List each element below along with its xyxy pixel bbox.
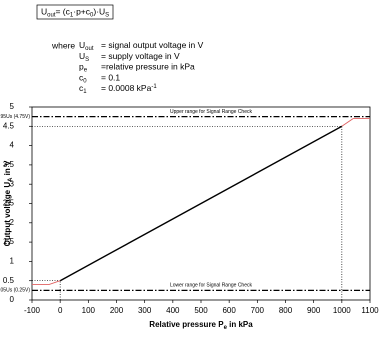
subscript: A xyxy=(8,177,14,182)
reference-label: Upper range for Signal Range Check xyxy=(170,109,252,115)
definition-symbol: US xyxy=(79,51,89,62)
definition: = signal output voltage in V xyxy=(101,40,204,50)
formula-box xyxy=(36,4,114,20)
where-label: where xyxy=(51,40,75,50)
definition-symbol: pe xyxy=(79,62,88,73)
subscript: S xyxy=(85,56,89,62)
subscript: 0 xyxy=(90,12,94,18)
series-line xyxy=(32,118,370,286)
x-tick-label: 200 xyxy=(110,306,124,315)
y-tick-label: 4 xyxy=(10,141,15,150)
label: Output voltage U xyxy=(3,182,12,247)
formula-part: = (c xyxy=(55,7,70,17)
definition: =relative pressure in kPa xyxy=(101,62,195,72)
y-axis-title: Output voltage UA in V xyxy=(3,160,13,246)
definition-symbol: Uout xyxy=(79,40,94,51)
x-tick-label: 100 xyxy=(82,306,96,315)
formula-part: U xyxy=(41,7,47,17)
x-tick-label: 900 xyxy=(307,306,321,315)
symbol: U xyxy=(79,40,85,50)
y-tick-label: 0.5 xyxy=(3,276,15,285)
symbol: c xyxy=(79,73,84,83)
x-tick-label: 1100 xyxy=(361,306,379,315)
definition: = supply voltage in V xyxy=(101,51,180,61)
x-tick-label: 0 xyxy=(58,306,63,315)
definition-symbol: c0 xyxy=(79,73,87,84)
definition-text: =relative pressure in kPa xyxy=(101,62,195,72)
subscript: 0 xyxy=(83,78,87,84)
superscript: -1 xyxy=(151,84,157,90)
definition-text: = supply voltage in V xyxy=(101,51,180,61)
definition-text: = 0.1 xyxy=(101,73,120,83)
definition-text: = 0.0008 kPa-1 xyxy=(101,83,157,93)
definition: = 0.1 xyxy=(101,73,120,83)
definition: = 0.0008 kPa xyxy=(101,83,152,93)
series-line xyxy=(59,125,343,282)
x-tick-label: -100 xyxy=(24,306,41,315)
subscript: 1 xyxy=(83,89,87,95)
y-tick-label: 5 xyxy=(10,102,15,111)
x-axis-title: Relative pressure Pe in kPa xyxy=(149,320,253,330)
formula-part: )·U xyxy=(93,7,105,17)
y-tick-label: 1 xyxy=(10,257,15,266)
reference-tick-label: 0.05Us (0.25V) xyxy=(0,288,30,294)
x-tick-label: 300 xyxy=(138,306,152,315)
symbol: p xyxy=(79,62,84,72)
x-tick-label: 400 xyxy=(166,306,180,315)
x-tick-label: 600 xyxy=(222,306,236,315)
subscript: S xyxy=(105,12,109,18)
y-tick-label: 0 xyxy=(10,295,15,304)
x-tick-label: 700 xyxy=(251,306,265,315)
definition-text: = signal output voltage in V xyxy=(101,40,204,50)
definitions: where Uout = signal output voltage in V US =… xyxy=(51,40,204,95)
subscript: e xyxy=(224,325,228,331)
y-tick-label: 3 xyxy=(10,179,15,188)
formula: Uout= (c1·p+c0)·US xyxy=(41,7,109,18)
y-tick-label: 3.5 xyxy=(3,160,15,169)
subscript: out xyxy=(47,12,56,18)
label: in kPa xyxy=(227,320,253,329)
x-tick-label: 800 xyxy=(279,306,293,315)
label: Relative pressure P xyxy=(149,320,224,329)
subscript: e xyxy=(84,67,88,73)
formula-part: ·p+c xyxy=(73,7,91,17)
y-tick-label: 2 xyxy=(10,218,15,227)
x-tick-label: 1000 xyxy=(333,306,351,315)
reference-tick-label: 0.95Us (4.75V) xyxy=(0,114,30,120)
label: in V xyxy=(3,160,12,178)
y-tick-label: 2.5 xyxy=(3,199,15,208)
definition-symbol: c1 xyxy=(79,83,87,94)
x-tick-label: 500 xyxy=(194,306,208,315)
y-tick-label: 4.5 xyxy=(3,121,15,130)
reference-label: Lower range for Signal Range Check xyxy=(170,283,252,289)
y-tick-label: 1.5 xyxy=(3,237,15,246)
subscript: 1 xyxy=(70,12,74,18)
symbol: c xyxy=(79,83,84,93)
subscript: out xyxy=(85,46,94,52)
symbol: U xyxy=(79,51,85,61)
